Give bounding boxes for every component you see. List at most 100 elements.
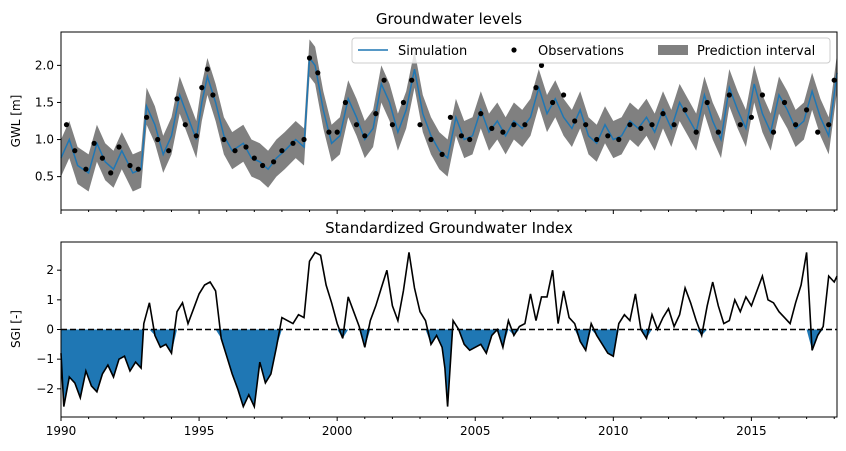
observation-point xyxy=(144,114,150,120)
observation-point xyxy=(605,133,611,139)
gwl-yticks: 0.5 1.0 1.5 2.0 xyxy=(35,58,61,184)
observation-point xyxy=(301,136,307,143)
observation-point xyxy=(616,136,622,143)
observation-point xyxy=(166,148,172,154)
observation-point xyxy=(533,85,539,91)
observation-point xyxy=(127,162,133,169)
observation-point xyxy=(489,125,495,131)
observation-point xyxy=(232,148,238,154)
sgi-xtick-label: 2015 xyxy=(736,424,767,438)
observation-point xyxy=(826,122,832,128)
gwl-title: Groundwater levels xyxy=(376,10,522,28)
observation-point xyxy=(155,136,161,143)
observation-point xyxy=(649,122,655,128)
sgi-yticks: −2 −1 0 1 2 xyxy=(36,263,61,396)
sgi-ytick-label: −2 xyxy=(36,382,54,396)
observation-point xyxy=(781,99,788,106)
gwl-panel: Groundwater levels GWL [m] 0.51.01.52.0 … xyxy=(9,10,838,214)
observation-point xyxy=(793,122,799,128)
sgi-drought-area xyxy=(61,329,837,407)
sgi-xtick-label: 1990 xyxy=(46,424,77,438)
observation-point xyxy=(439,151,445,157)
observation-point xyxy=(748,114,755,120)
observation-point xyxy=(594,136,600,143)
observation-point xyxy=(389,122,395,128)
observation-point xyxy=(400,99,406,106)
observation-point xyxy=(409,77,415,83)
observation-point xyxy=(290,140,296,146)
sgi-ytick-label: 1 xyxy=(46,293,54,307)
observation-point xyxy=(279,148,285,154)
gwl-xticks xyxy=(60,210,835,214)
legend-frame xyxy=(351,37,831,64)
observation-point xyxy=(815,129,821,135)
prediction-interval-band xyxy=(61,39,837,192)
observation-point xyxy=(671,122,677,128)
observation-point xyxy=(116,144,122,150)
observation-point xyxy=(660,111,666,117)
sgi-ytick-label: 2 xyxy=(46,263,54,277)
observation-point xyxy=(704,99,710,106)
observation-point xyxy=(72,148,78,154)
observation-point xyxy=(428,136,434,143)
observation-point xyxy=(715,129,721,135)
gwl-ytick-label: 0.5 xyxy=(35,170,54,184)
observation-point xyxy=(478,111,484,117)
observation-point xyxy=(271,159,277,165)
observation-point xyxy=(182,122,188,128)
observation-point xyxy=(63,122,70,128)
observation-point xyxy=(831,77,837,83)
observation-point xyxy=(417,122,423,128)
sgi-series-line xyxy=(60,251,838,410)
observation-point xyxy=(174,96,180,102)
sgi-xticks: 1990 1995 2000 2005 2010 2015 xyxy=(46,417,835,438)
observation-point xyxy=(627,122,633,128)
observation-point xyxy=(334,129,340,135)
prediction-interval-area xyxy=(61,39,837,192)
observation-point xyxy=(522,122,528,128)
legend-interval-swatch xyxy=(658,45,688,55)
sgi-ylabel: SGI [-] xyxy=(9,310,23,348)
observation-point xyxy=(511,122,517,128)
observation-point xyxy=(204,66,210,72)
sgi-title: Standardized Groundwater Index xyxy=(325,219,573,237)
gwl-ytick-label: 1.5 xyxy=(35,95,54,109)
sgi-axes-frame xyxy=(60,241,838,418)
observation-point xyxy=(770,129,777,135)
observation-point xyxy=(500,129,506,135)
observation-point xyxy=(693,129,699,135)
observation-point xyxy=(108,170,114,176)
observation-point xyxy=(251,155,257,161)
observation-point xyxy=(362,133,368,139)
observation-point xyxy=(759,92,766,98)
observation-point xyxy=(583,122,589,128)
sgi-xtick-label: 2000 xyxy=(322,424,353,438)
legend-observations-label: Observations xyxy=(538,44,624,59)
observation-point xyxy=(99,155,105,161)
observation-point xyxy=(373,111,379,117)
sgi-panel: Standardized Groundwater Index SGI [-] −… xyxy=(9,219,838,438)
observation-point xyxy=(561,92,567,98)
observation-point xyxy=(381,77,387,83)
observation-point xyxy=(447,114,453,120)
observation-point xyxy=(135,166,141,172)
legend-interval-label: Prediction interval xyxy=(697,44,815,59)
observation-point xyxy=(804,107,810,113)
observation-point xyxy=(83,166,89,172)
observation-point xyxy=(315,70,321,76)
sgi-xtick-label: 2010 xyxy=(598,424,629,438)
observation-point xyxy=(726,92,732,98)
sgi-line xyxy=(60,251,838,410)
sgi-ytick-label: −1 xyxy=(36,352,54,366)
observation-point xyxy=(458,133,464,139)
observation-point xyxy=(353,122,360,128)
observation-point xyxy=(193,133,199,139)
observation-point xyxy=(243,144,249,150)
legend-simulation-label: Simulation xyxy=(398,44,467,59)
observation-point xyxy=(221,136,227,143)
legend: Simulation Observations Prediction inter… xyxy=(351,37,831,64)
sgi-xtick-label: 1995 xyxy=(184,424,215,438)
legend-observations-swatch xyxy=(511,47,517,53)
observation-point xyxy=(572,118,578,124)
